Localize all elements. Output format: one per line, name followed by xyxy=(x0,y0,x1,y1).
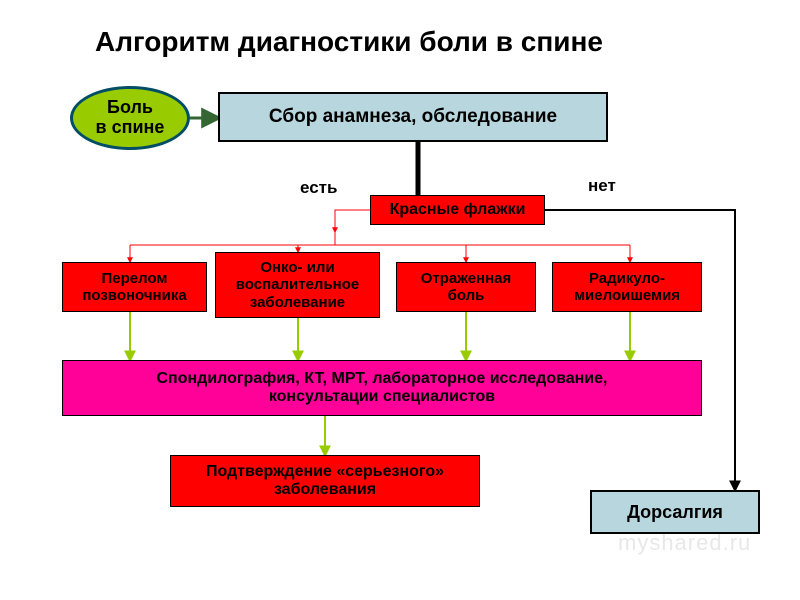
node-start-back-pain: Больв спине xyxy=(70,86,190,150)
node-confirmation: Подтверждение «серьезного»заболевания xyxy=(170,455,480,507)
node-dorsalgia: Дорсалгия xyxy=(590,490,760,534)
node-oncology: Онко- иливоспалительноезаболевание xyxy=(215,252,380,318)
watermark: myshared.ru xyxy=(618,530,751,556)
node-anamnesis: Сбор анамнеза, обследование xyxy=(218,92,608,142)
label-yes: есть xyxy=(300,178,337,198)
node-reflected-pain: Отраженнаяболь xyxy=(396,262,536,312)
edge-redflags_no-dorsalgia xyxy=(545,210,735,490)
diagram-title: Алгоритм диагностики боли в спине xyxy=(95,26,603,58)
label-no: нет xyxy=(588,176,616,196)
node-investigations: Спондилография, КТ, МРТ, лабораторное ис… xyxy=(62,360,702,416)
node-radiculo: Радикуло-миелоишемия xyxy=(552,262,702,312)
node-fracture: Переломпозвоночника xyxy=(62,262,207,312)
node-red-flags: Красные флажки xyxy=(370,195,545,225)
